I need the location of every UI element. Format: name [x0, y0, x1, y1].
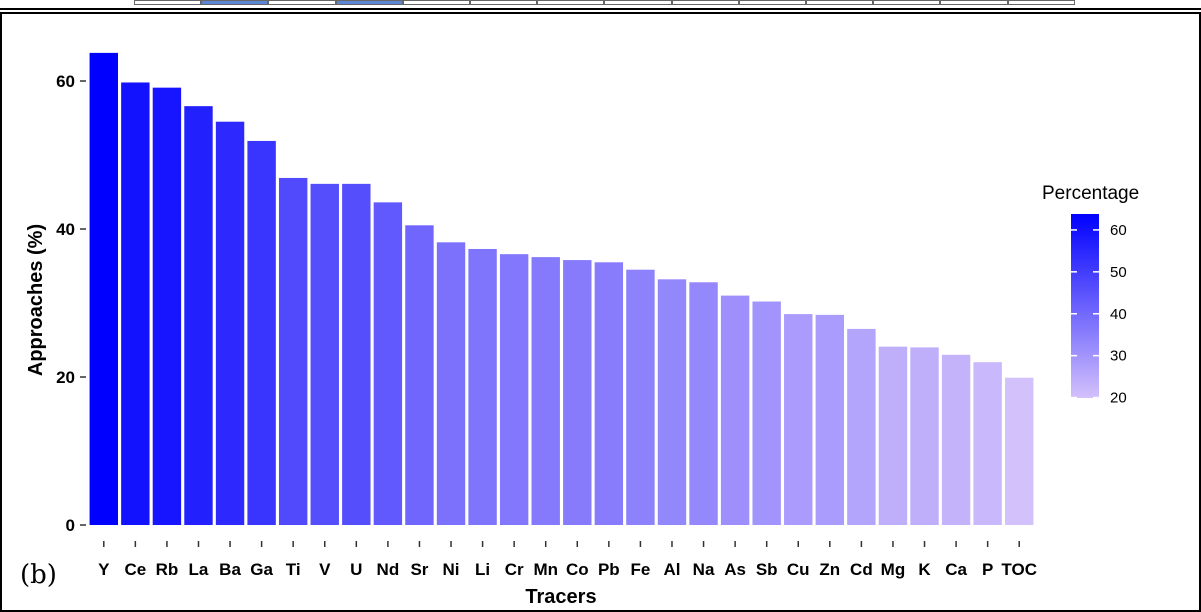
bar-cd — [847, 328, 876, 525]
x-tick-label: Ba — [219, 560, 241, 579]
legend-title: Percentage — [1042, 183, 1139, 204]
panel-label: (b) — [20, 560, 57, 590]
x-tick-label: U — [350, 560, 362, 579]
x-tick-label: Ni — [443, 560, 460, 579]
bar-ga — [247, 140, 276, 525]
bar-mn — [531, 257, 560, 525]
x-tick-label: As — [724, 560, 746, 579]
x-tick-label: Ca — [945, 560, 967, 579]
legend-tick-label: 30 — [1110, 348, 1127, 365]
x-tick-label: Cd — [850, 560, 873, 579]
strip-cell — [201, 0, 269, 5]
bar-sr — [405, 225, 434, 526]
legend-tick-label: 20 — [1110, 390, 1127, 407]
bar-sb — [752, 301, 781, 525]
bar-fe — [626, 269, 655, 525]
bar-v — [310, 183, 339, 526]
y-tick-label: 60 — [56, 72, 75, 91]
strip-cell — [335, 0, 403, 5]
bar-rb — [152, 87, 182, 525]
x-tick-label: Zn — [819, 560, 840, 579]
bar-as — [720, 295, 750, 525]
y-tick-label: 40 — [56, 220, 75, 239]
bar-nd — [373, 202, 403, 526]
x-tick-label: Li — [475, 560, 490, 579]
x-tick-label: Y — [98, 560, 110, 579]
bar-ti — [278, 177, 308, 525]
chart-panel-frame — [0, 12, 1201, 612]
legend-tick-label: 40 — [1110, 306, 1127, 323]
y-axis-title: Approaches (%) — [25, 224, 47, 376]
bar-pb — [594, 262, 624, 525]
bar-al — [657, 279, 687, 525]
strip-cell — [1007, 0, 1075, 5]
legend-tick-label: 50 — [1110, 264, 1127, 281]
bar-la — [184, 106, 213, 525]
x-tick-label: Cr — [505, 560, 524, 579]
strip-baseline — [0, 8, 1201, 10]
x-tick-label: Fe — [630, 560, 650, 579]
strip-cell — [134, 0, 202, 5]
strip-cell — [402, 0, 470, 5]
bar-na — [689, 282, 718, 525]
x-axis-title: Tracers — [525, 586, 596, 608]
bar-ca — [941, 354, 971, 525]
x-tick-label: P — [982, 560, 993, 579]
x-tick-label: Rb — [156, 560, 179, 579]
x-tick-label: Mg — [881, 560, 906, 579]
x-tick-label: Al — [663, 560, 680, 579]
bar-p — [973, 362, 1002, 525]
x-axis: Y Ce Rb La Ba Ga Ti V U Nd Sr Ni Li Cr Mn Co Pb Fe Al Na As S… — [98, 541, 1037, 579]
x-tick-label: Na — [693, 560, 715, 579]
x-tick-label: Mn — [533, 560, 558, 579]
x-tick-label: V — [319, 560, 331, 579]
bar-ba — [215, 121, 245, 525]
bar-ni — [436, 242, 466, 525]
strip-cell — [537, 0, 605, 5]
strip-cell — [873, 0, 941, 5]
x-tick-label: Co — [566, 560, 589, 579]
x-tick-label: Ti — [286, 560, 301, 579]
x-tick-label: K — [918, 560, 931, 579]
legend-colorbar — [1071, 214, 1099, 398]
strip-cell — [671, 0, 739, 5]
y-tick-label: 0 — [66, 516, 75, 535]
bar-u — [342, 183, 371, 526]
color-legend: Percentage 60 50 40 30 20 — [1042, 183, 1139, 407]
bar-cu — [784, 314, 813, 525]
legend-tick-label: 60 — [1110, 222, 1127, 239]
strip-cell — [604, 0, 672, 5]
x-tick-label: Ce — [124, 560, 146, 579]
x-tick-label: Cu — [787, 560, 810, 579]
x-tick-label: Ga — [250, 560, 273, 579]
strip-cell — [470, 0, 538, 5]
bar-k — [910, 347, 939, 525]
bars-group — [89, 52, 1034, 526]
x-tick-label: Nd — [377, 560, 400, 579]
bar-zn — [815, 314, 845, 525]
bar-cr — [499, 254, 529, 525]
strip-cell — [940, 0, 1008, 5]
x-tick-label: Sr — [410, 560, 428, 579]
strip-cell — [738, 0, 806, 5]
x-tick-label: Pb — [598, 560, 620, 579]
top-strip — [0, 0, 1201, 12]
bar-mg — [878, 346, 908, 525]
bar-li — [468, 248, 497, 526]
bar-y — [89, 52, 118, 525]
bar-co — [563, 260, 592, 525]
y-tick-label: 20 — [56, 368, 75, 387]
x-tick-label: Sb — [756, 560, 778, 579]
legend-ticks: 60 50 40 30 20 — [1071, 222, 1127, 407]
y-axis: 0 20 40 60 — [56, 72, 86, 535]
bar-ce — [121, 82, 150, 525]
x-tick-label: TOC — [1001, 560, 1037, 579]
strip-cell — [806, 0, 874, 5]
bar-toc — [1005, 377, 1034, 525]
x-tick-label: La — [189, 560, 209, 579]
strip-cell — [268, 0, 336, 5]
